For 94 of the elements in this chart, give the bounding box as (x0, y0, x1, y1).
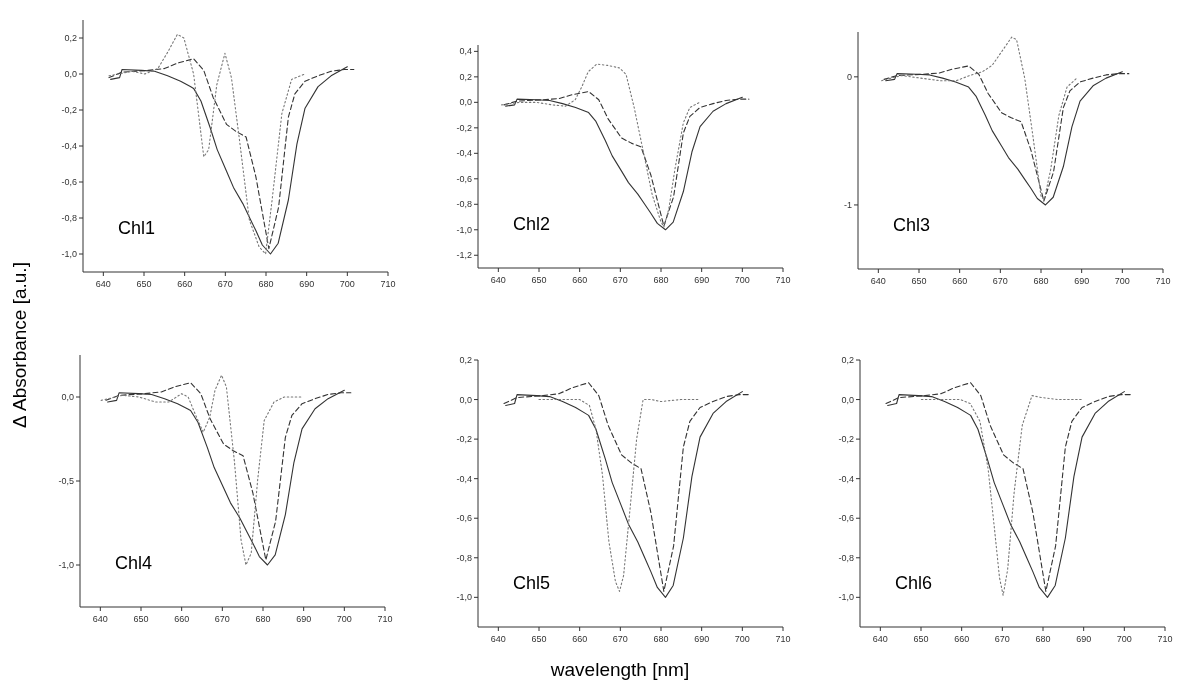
annotation: Chl4 (115, 553, 153, 573)
x-tick-label: 700 (1114, 276, 1130, 286)
x-tick-label: 680 (255, 614, 271, 624)
x-tick-label: 680 (653, 634, 669, 644)
x-tick-label: 680 (1035, 634, 1051, 644)
y-tick-label: -0,6 (456, 513, 472, 524)
x-tick-label: 700 (339, 279, 355, 289)
y-tick-label: -1 (843, 199, 852, 210)
x-tick-label: 670 (217, 279, 233, 289)
y-tick-label: -0,8 (838, 552, 854, 563)
y-tick-label: -0,2 (456, 122, 472, 133)
x-tick-label: 660 (572, 275, 588, 285)
y-tick-label: -0,4 (456, 473, 472, 484)
y-tick-label: 0,0 (459, 97, 472, 108)
x-tick-label: 650 (911, 276, 927, 286)
y-tick-label: -0,8 (61, 213, 77, 223)
line-series (108, 33, 306, 255)
x-tick-label: 670 (994, 634, 1010, 644)
x-tick-label: 690 (694, 634, 710, 644)
x-tick-label: 650 (913, 634, 929, 644)
annotation: Chl6 (895, 573, 933, 593)
y-tick-label: -1,0 (838, 592, 854, 603)
x-tick-label: 710 (775, 275, 791, 285)
x-axis-title: wavelength [nm] (549, 659, 690, 680)
x-tick-label: 670 (612, 275, 628, 285)
y-tick-label: -0,4 (61, 141, 77, 151)
annotation: Chl2 (513, 214, 551, 234)
x-tick-label: 710 (380, 279, 396, 289)
x-tick-label: 660 (572, 634, 588, 644)
x-tick-label: 640 (490, 634, 506, 644)
x-tick-label: 660 (177, 279, 193, 289)
y-tick-label: 0,0 (841, 394, 854, 405)
y-tick-label: -0,2 (838, 434, 854, 445)
x-tick-label: 690 (1076, 634, 1092, 644)
x-tick-label: 670 (612, 634, 628, 644)
x-tick-label: 640 (95, 279, 111, 289)
x-tick-label: 640 (872, 634, 888, 644)
x-tick-label: 640 (92, 614, 108, 624)
y-axis-title: Δ Absorbance [a.u.] (9, 262, 30, 428)
x-tick-label: 690 (299, 279, 315, 289)
annotation: Chl5 (513, 573, 551, 593)
y-tick-label: 0,0 (64, 69, 77, 79)
x-tick-label: 660 (174, 614, 190, 624)
y-tick-label: 0,4 (459, 46, 472, 57)
x-tick-label: 680 (258, 279, 274, 289)
x-tick-label: 680 (1033, 276, 1049, 286)
line-series (881, 36, 1078, 201)
y-tick-label: -0,8 (456, 199, 472, 210)
x-tick-label: 700 (336, 614, 352, 624)
y-tick-label: 0,2 (64, 33, 77, 43)
x-tick-label: 640 (490, 275, 506, 285)
line-series (501, 63, 701, 228)
x-tick-label: 670 (992, 276, 1008, 286)
y-tick-label: -0,8 (456, 552, 472, 563)
y-tick-label: 0,2 (459, 355, 472, 365)
y-tick-label: -0,6 (838, 513, 854, 524)
y-tick-label: -0,4 (838, 473, 854, 484)
y-tick-label: 0 (846, 71, 852, 82)
annotation: Chl3 (893, 215, 931, 235)
x-tick-label: 710 (1157, 634, 1173, 644)
x-tick-label: 680 (653, 275, 669, 285)
x-tick-label: 650 (531, 275, 547, 285)
y-tick-label: -1,0 (456, 592, 472, 603)
x-tick-label: 700 (734, 634, 750, 644)
x-tick-label: 660 (952, 276, 968, 286)
x-tick-label: 710 (1155, 276, 1171, 286)
y-tick-label: -0,6 (456, 173, 472, 184)
y-tick-label: -0,2 (61, 105, 77, 115)
x-tick-label: 700 (1116, 634, 1132, 644)
x-tick-label: 650 (531, 634, 547, 644)
y-tick-label: -0,5 (58, 476, 74, 486)
x-tick-label: 640 (870, 276, 886, 286)
x-tick-label: 650 (136, 279, 152, 289)
y-tick-label: 0,2 (841, 355, 854, 365)
y-tick-label: -0,2 (456, 434, 472, 445)
annotation: Chl1 (118, 218, 156, 238)
x-tick-label: 650 (133, 614, 149, 624)
x-tick-label: 690 (694, 275, 710, 285)
y-tick-label: 0,0 (61, 392, 74, 402)
y-tick-label: 0,0 (459, 394, 472, 405)
x-tick-label: 690 (296, 614, 312, 624)
y-tick-label: -1,0 (58, 560, 74, 570)
y-tick-label: -1,2 (456, 250, 472, 261)
x-tick-label: 670 (214, 614, 230, 624)
x-tick-label: 710 (775, 634, 791, 644)
y-tick-label: -0,4 (456, 148, 472, 159)
x-tick-label: 660 (954, 634, 970, 644)
y-tick-label: -1,0 (61, 249, 77, 259)
y-tick-label: -1,0 (456, 224, 472, 235)
x-tick-label: 710 (377, 614, 393, 624)
x-tick-label: 700 (734, 275, 750, 285)
y-tick-label: -0,6 (61, 177, 77, 187)
x-tick-label: 690 (1074, 276, 1090, 286)
y-tick-label: 0,2 (459, 71, 472, 82)
